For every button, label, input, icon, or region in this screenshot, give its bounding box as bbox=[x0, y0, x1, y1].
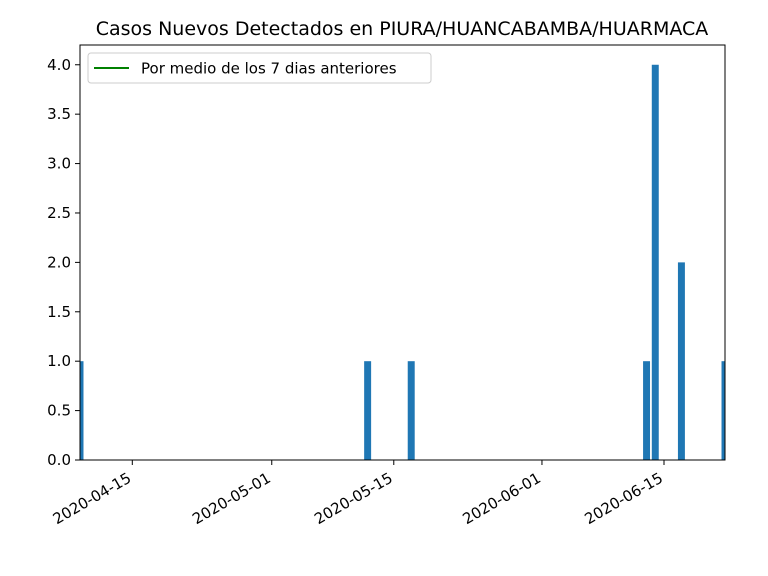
y-tick-label: 2.0 bbox=[47, 253, 71, 271]
bar bbox=[407, 361, 415, 460]
bar bbox=[651, 64, 659, 460]
bar bbox=[643, 361, 651, 460]
y-axis: 0.0 0.5 1.0 1.5 2.0 2.5 3.0 3.5 4.0 bbox=[47, 56, 80, 469]
chart-title: Casos Nuevos Detectados en PIURA/HUANCAB… bbox=[96, 18, 709, 40]
y-tick-label: 2.5 bbox=[47, 204, 71, 222]
y-tick-label: 0.0 bbox=[47, 451, 71, 469]
y-tick-label: 1.0 bbox=[47, 352, 71, 370]
y-tick-label: 1.5 bbox=[47, 303, 71, 321]
legend-label: Por medio de los 7 dias anteriores bbox=[141, 60, 397, 78]
bars-layer bbox=[80, 64, 725, 460]
plot-frame bbox=[79, 44, 726, 461]
bar bbox=[80, 361, 84, 460]
y-tick-label: 3.0 bbox=[47, 155, 71, 173]
bar bbox=[677, 262, 685, 460]
bar bbox=[721, 361, 725, 460]
y-tick-label: 3.5 bbox=[47, 105, 71, 123]
y-tick-label: 0.5 bbox=[47, 402, 71, 420]
legend: Por medio de los 7 dias anteriores bbox=[87, 52, 432, 84]
y-tick-label: 4.0 bbox=[47, 56, 71, 74]
legend-box bbox=[87, 52, 432, 84]
bar bbox=[364, 361, 372, 460]
